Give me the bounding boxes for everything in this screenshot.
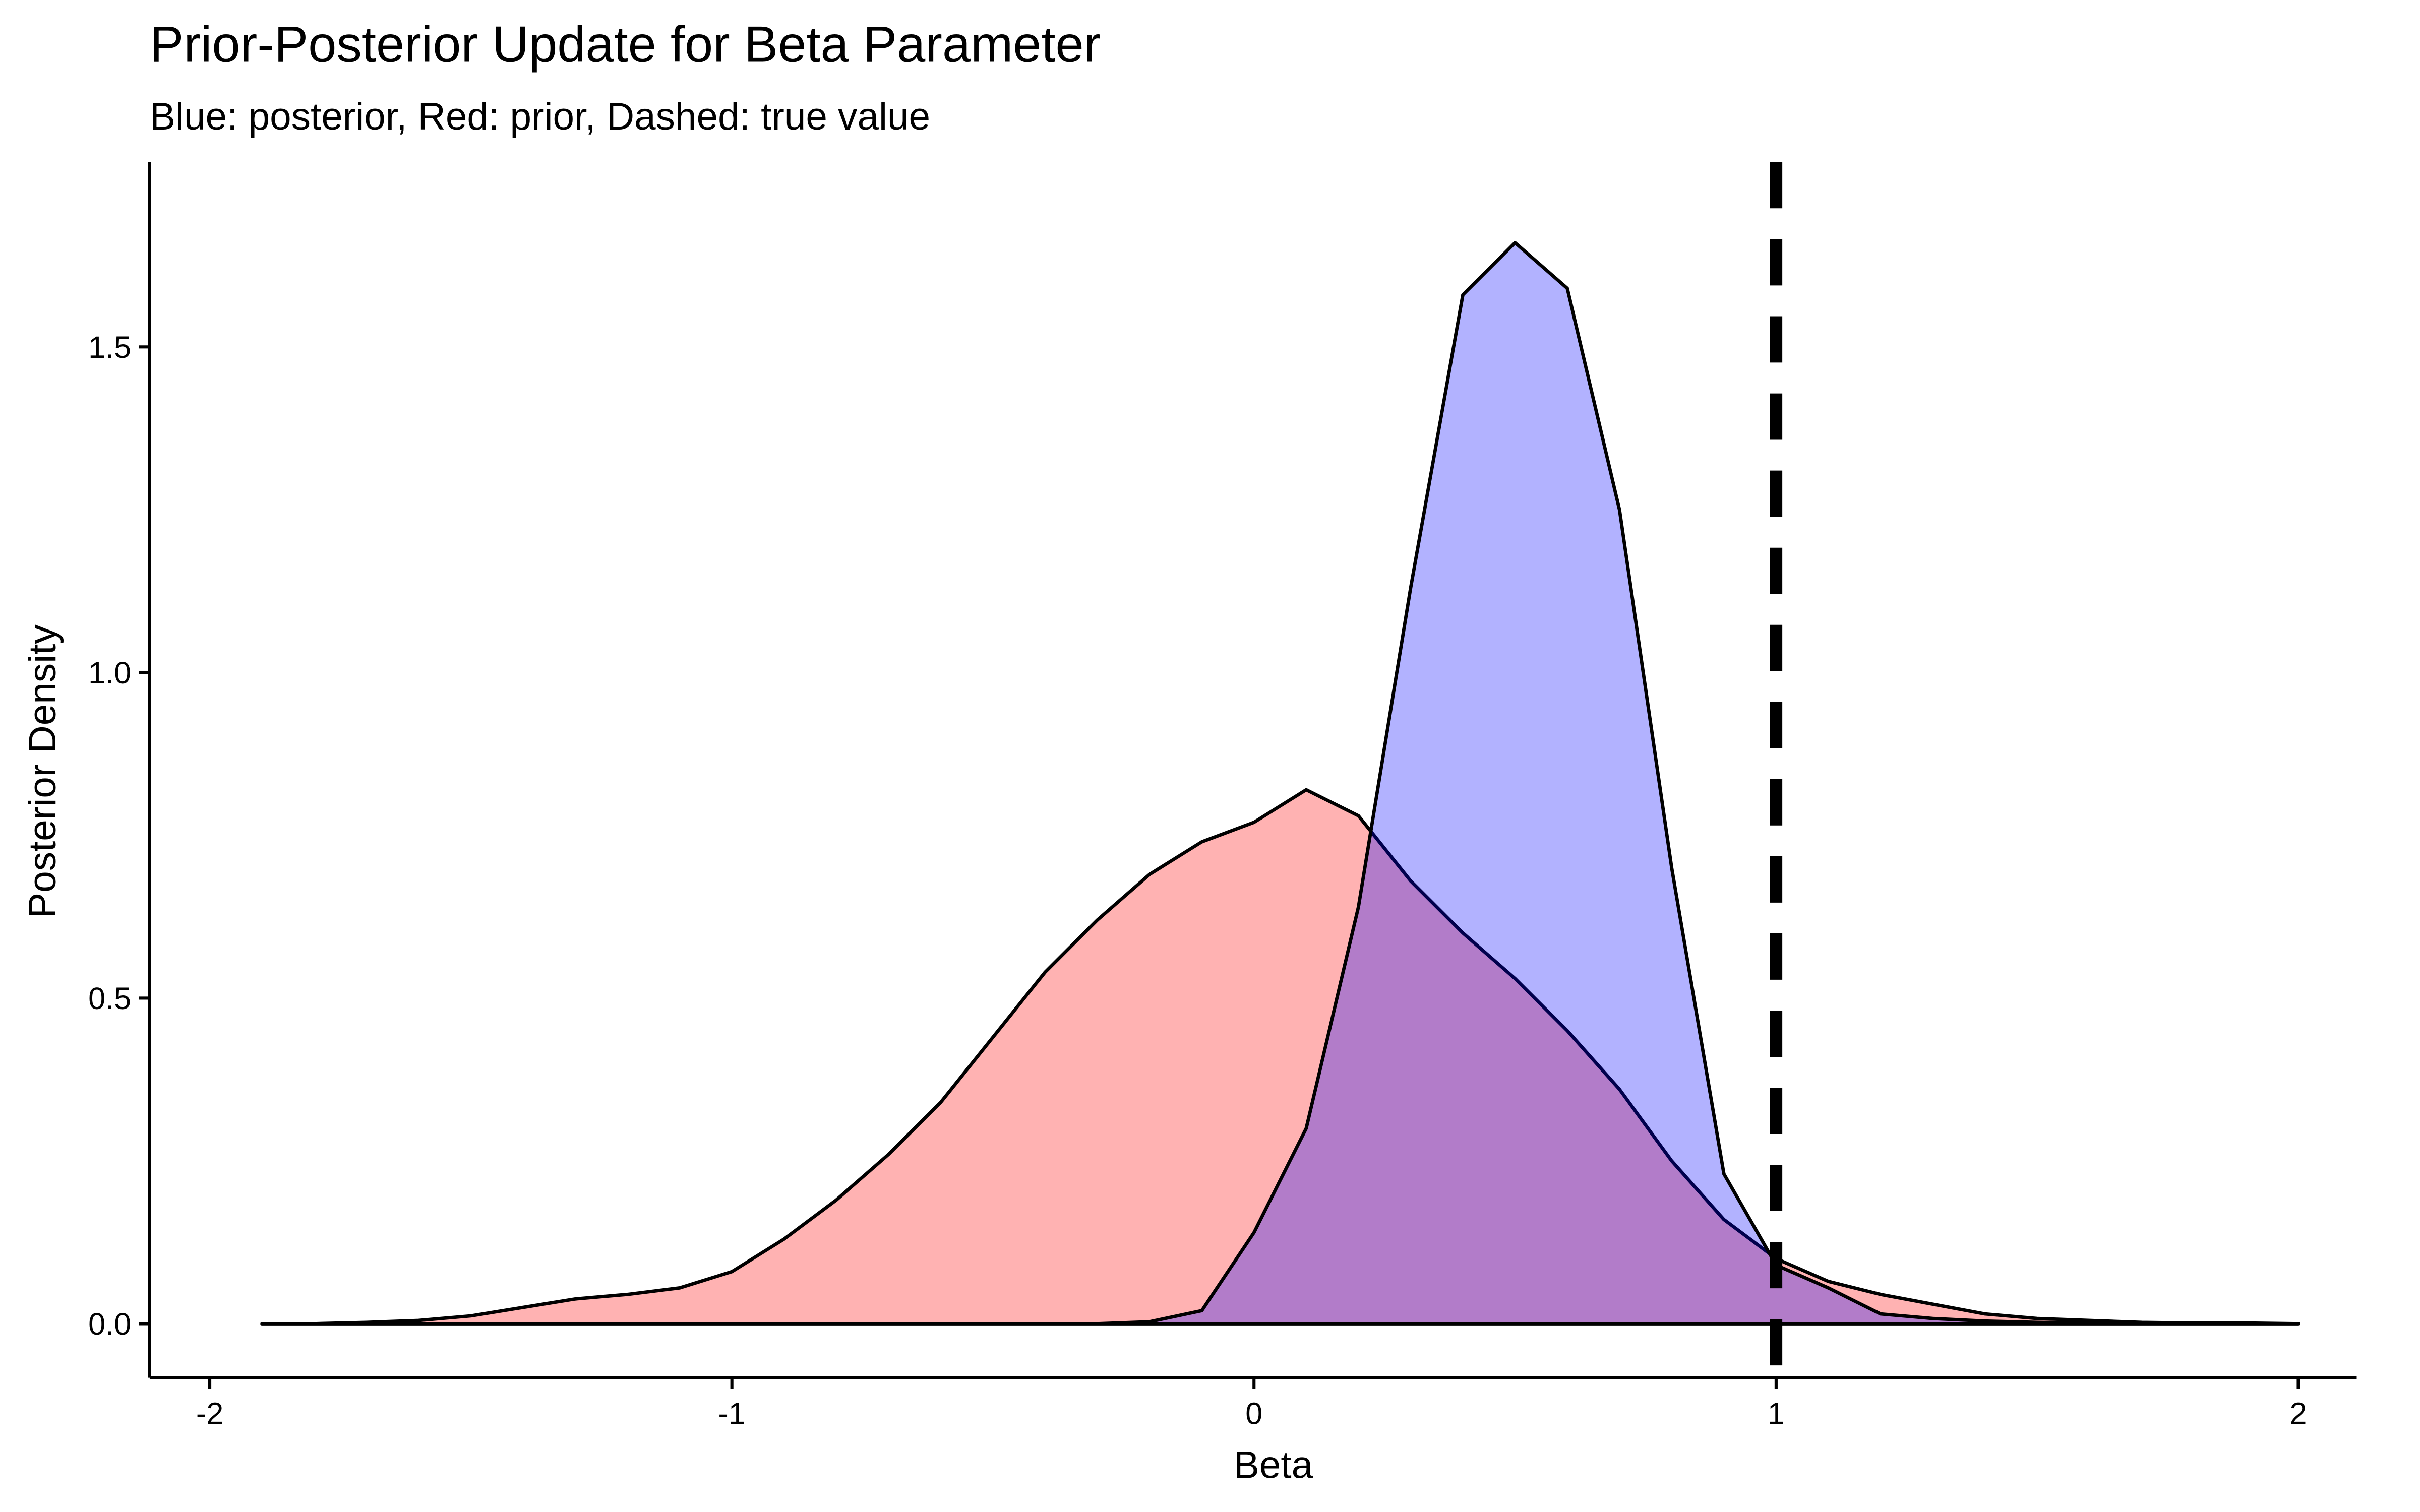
chart-subtitle: Blue: posterior, Red: prior, Dashed: tru… bbox=[150, 95, 930, 138]
x-tick-label: 0 bbox=[1245, 1397, 1262, 1431]
x-tick-label: 1 bbox=[1768, 1397, 1785, 1431]
x-tick-label: 2 bbox=[2289, 1397, 2307, 1431]
x-tick-label: -2 bbox=[196, 1397, 223, 1431]
y-tick-label: 0.5 bbox=[88, 981, 131, 1016]
x-axis-title: Beta bbox=[1234, 1444, 1313, 1487]
y-tick-label: 1.5 bbox=[88, 330, 131, 364]
y-tick-label: 1.0 bbox=[88, 656, 131, 690]
density-area bbox=[260, 241, 2300, 1326]
chart-title: Prior-Posterior Update for Beta Paramete… bbox=[150, 16, 1101, 73]
x-tick-label: -1 bbox=[718, 1397, 745, 1431]
y-tick-label: 0.0 bbox=[88, 1307, 131, 1341]
density-area bbox=[260, 788, 2300, 1326]
y-axis-title: Posterior Density bbox=[21, 624, 64, 918]
